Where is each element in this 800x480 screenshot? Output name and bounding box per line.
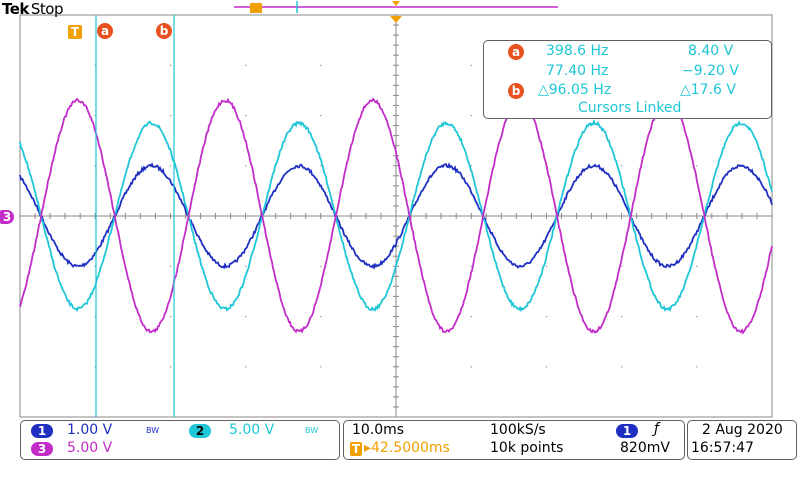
graticule-dot xyxy=(169,115,172,117)
graticule-dot xyxy=(320,165,322,167)
trigger-point-icon xyxy=(392,1,400,6)
graticule-dot xyxy=(169,316,172,318)
graticule-dot xyxy=(94,115,96,117)
graticule-dot xyxy=(320,64,322,66)
graticule-dot xyxy=(470,316,472,318)
ch1-scale[interactable]: 1.00 V xyxy=(67,422,113,438)
cursor-a-voltage: 8.40 V xyxy=(688,43,734,59)
timebase-scale[interactable]: 10.0ms xyxy=(352,422,405,438)
graticule-dot xyxy=(94,366,96,368)
delta-voltage: △17.6 V xyxy=(680,82,736,98)
graticule-dot xyxy=(621,165,623,167)
trigger-marker-icon: T xyxy=(68,25,82,39)
graticule-dot xyxy=(696,316,698,318)
cursors-mode: Cursors Linked xyxy=(578,100,682,116)
ch2-badge[interactable]: 2 xyxy=(189,424,211,438)
trigger-level[interactable]: 820mV xyxy=(620,440,670,456)
time: 16:57:47 xyxy=(691,440,754,456)
graticule-dot xyxy=(470,265,472,267)
graticule-dot xyxy=(245,64,247,66)
cursor-a-badge: a xyxy=(508,44,524,60)
date-time-panel: 2 Aug 2020 16:57:47 xyxy=(687,420,797,460)
graticule-dot xyxy=(696,165,698,167)
trace-ch3 xyxy=(19,97,773,335)
sample-rate: 100kS/s xyxy=(490,422,546,438)
cursor-b-badge: b xyxy=(508,83,524,99)
cursor-readout-panel: a 398.6 Hz 8.40 V 77.40 Hz −9.20 V b △96… xyxy=(483,40,772,119)
graticule-dot xyxy=(94,64,96,66)
graticule-dot xyxy=(320,115,322,117)
graticule-dot xyxy=(470,165,472,167)
graticule-dot xyxy=(320,316,322,318)
graticule-dot xyxy=(245,366,247,368)
graticule-dot xyxy=(621,316,623,318)
trigger-source-badge[interactable]: 1 xyxy=(616,424,638,438)
graticule-dot xyxy=(696,366,698,368)
cursor-a-frequency: 398.6 Hz xyxy=(546,43,609,59)
timebase-panel[interactable]: 10.0ms 100kS/s T ▸42.5000ms 10k points 1… xyxy=(343,420,685,460)
graticule-dot xyxy=(545,316,548,318)
trace-ch2 xyxy=(19,118,773,313)
trigger-time-marker-icon xyxy=(390,16,402,23)
graticule-dot xyxy=(320,366,322,368)
trigger-position[interactable]: ▸42.5000ms xyxy=(364,440,450,456)
graticule-dot xyxy=(169,64,172,66)
date: 2 Aug 2020 xyxy=(702,422,783,438)
cursor-b-frequency: 77.40 Hz xyxy=(546,63,609,79)
cursor-a-marker[interactable]: a xyxy=(97,23,113,39)
graticule-dot xyxy=(94,165,96,167)
channel-settings-panel[interactable]: 1 1.00 V BW 2 5.00 V BW 3 5.00 V xyxy=(20,420,340,460)
graticule-dot xyxy=(169,265,172,267)
record-length: 10k points xyxy=(490,440,564,456)
ch3-ground-marker[interactable]: 3 xyxy=(0,210,14,224)
trigger-position-icon-small: T xyxy=(350,442,362,456)
graticule-dot xyxy=(470,64,472,66)
graticule-dot xyxy=(94,265,96,267)
trace-ch1 xyxy=(19,162,773,270)
ch2-bandwidth-limit: BW xyxy=(305,426,319,435)
acquisition-status: Stop xyxy=(30,0,64,18)
graticule-dot xyxy=(621,265,623,267)
ch1-bandwidth-limit: BW xyxy=(146,426,160,435)
graticule-dot xyxy=(94,316,96,318)
graticule-dot xyxy=(245,115,247,117)
graticule-dot xyxy=(169,165,172,167)
graticule-dot xyxy=(696,265,698,267)
cursor-b-voltage: −9.20 V xyxy=(682,63,739,79)
brand-logo: Tek xyxy=(2,0,29,18)
traces xyxy=(19,97,773,335)
graticule-dot xyxy=(545,265,548,267)
graticule xyxy=(19,14,773,418)
ch3-badge[interactable]: 3 xyxy=(31,442,53,456)
graticule-dot xyxy=(470,366,472,368)
graticule-dot xyxy=(245,165,247,167)
graticule-dot xyxy=(320,265,322,267)
graticule-dot xyxy=(245,316,247,318)
graticule-dot xyxy=(169,366,172,368)
graticule-dot xyxy=(470,115,472,117)
ch3-scale[interactable]: 5.00 V xyxy=(67,440,113,456)
trigger-slope-icon[interactable]: ƒ xyxy=(654,421,659,437)
delta-frequency: △96.05 Hz xyxy=(538,82,612,98)
graticule-dot xyxy=(245,265,247,267)
trigger-position-icon xyxy=(250,3,262,13)
cursor-lines[interactable] xyxy=(95,15,175,417)
graticule-dot xyxy=(621,366,623,368)
brand-status: Tek Stop xyxy=(2,0,64,18)
ch2-scale[interactable]: 5.00 V xyxy=(229,422,275,438)
cursor-b-marker[interactable]: b xyxy=(156,23,172,39)
ch1-badge[interactable]: 1 xyxy=(31,424,53,438)
graticule-dot xyxy=(545,366,548,368)
